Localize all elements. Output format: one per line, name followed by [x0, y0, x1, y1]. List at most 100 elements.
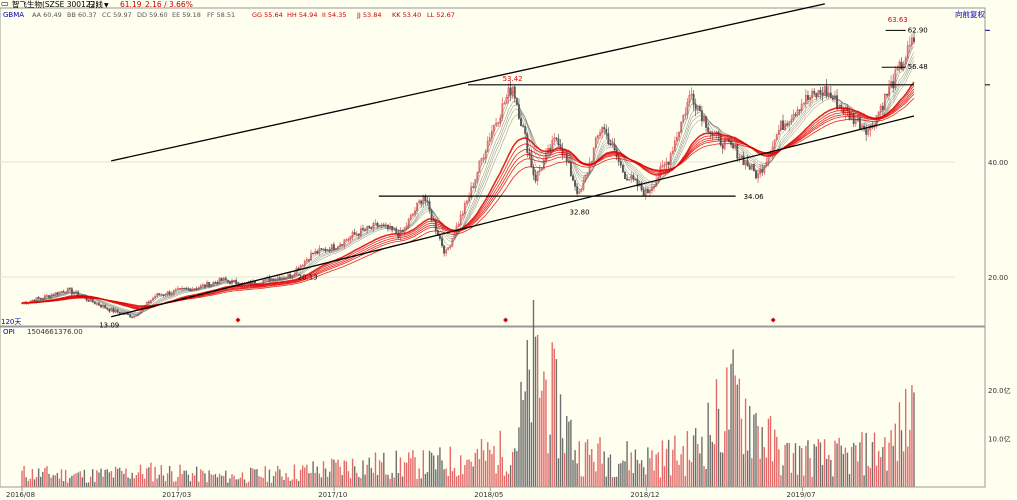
candle-body: [499, 117, 502, 124]
volume-bar: [387, 474, 389, 487]
candle-body: [867, 129, 870, 135]
volume-bar: [555, 359, 558, 487]
volume-bar: [794, 443, 797, 487]
volume-bar: [449, 446, 452, 487]
period-selector[interactable]: 日线: [88, 0, 103, 9]
volume-bar: [166, 473, 169, 487]
indicator-value: KK 53.40: [392, 11, 421, 19]
volume-bar: [798, 445, 801, 487]
candle-body: [865, 128, 868, 135]
period-caret-icon[interactable]: ▼: [104, 2, 109, 9]
volume-bar: [227, 482, 229, 487]
volume-bar: [403, 462, 406, 487]
indicator-name[interactable]: GBMA: [3, 11, 24, 19]
candle-body: [449, 245, 452, 248]
candle-body: [520, 118, 522, 126]
volume-bar: [532, 299, 535, 487]
volume-bar: [618, 463, 620, 487]
volume-bar: [58, 478, 61, 487]
volume-bar: [383, 452, 385, 487]
volume-bar: [329, 471, 331, 487]
volume-bar: [740, 418, 743, 487]
volume-bar: [233, 475, 235, 487]
volume-bar: [659, 477, 662, 487]
volume-bar: [420, 478, 422, 487]
volume-bar: [175, 481, 177, 487]
volume-bar: [842, 453, 845, 487]
volume-bar: [397, 473, 400, 487]
candle-body: [775, 134, 778, 140]
candle-body: [314, 250, 317, 255]
volume-bar: [287, 477, 289, 487]
price-annotation: 56.48: [908, 63, 928, 71]
volume-bar: [308, 473, 310, 487]
volume-bar: [405, 462, 408, 487]
volume-bar: [790, 472, 793, 487]
candle-body: [913, 37, 915, 42]
volume-bar: [902, 451, 905, 487]
candle-body: [877, 111, 880, 116]
candle-body: [368, 225, 371, 228]
volume-bar: [277, 465, 279, 487]
volume-bar: [584, 442, 587, 487]
candle-body: [684, 113, 687, 116]
volume-bar: [678, 464, 680, 487]
candle-body: [663, 164, 666, 166]
volume-bar: [557, 458, 560, 487]
volume-bar: [597, 443, 599, 487]
candle-body: [486, 140, 489, 152]
volume-bar: [566, 416, 568, 487]
candle-body: [904, 58, 907, 65]
candle-body: [478, 160, 481, 173]
candle-body: [669, 153, 672, 165]
volume-bar: [736, 384, 738, 487]
volume-bar: [316, 466, 318, 487]
candle-body: [503, 103, 506, 105]
price-change: 2.16 / 3.66%: [145, 0, 193, 9]
volume-bar: [245, 482, 248, 487]
volume-bar: [734, 375, 736, 487]
indicator-value: AA 60.49: [32, 11, 62, 19]
volume-bar: [703, 466, 705, 487]
volume-bar: [385, 474, 387, 487]
last-price: 61.19: [120, 0, 142, 9]
candle-body: [528, 152, 531, 156]
volume-bar: [830, 459, 832, 487]
candle-body: [351, 232, 354, 237]
volume-bar: [29, 478, 32, 487]
volume-bar: [125, 468, 127, 487]
volume-bar: [177, 476, 179, 487]
volume-bar: [880, 457, 882, 487]
volume-bar: [60, 469, 63, 487]
volume-bar: [416, 479, 418, 487]
volume-bar: [823, 439, 826, 487]
volume-bar: [888, 442, 890, 487]
volume-indicator-name[interactable]: OPI: [3, 328, 15, 336]
volume-bar: [432, 455, 435, 487]
volume-bar: [491, 454, 493, 487]
fuquan-button[interactable]: 向前复权: [955, 9, 985, 19]
volume-bar: [366, 464, 368, 487]
volume-bar: [48, 473, 50, 487]
volume-bar: [195, 466, 198, 487]
volume-bar: [75, 473, 77, 487]
price-annotation: 20.13: [298, 273, 318, 281]
candle-body: [572, 175, 574, 181]
volume-bar: [83, 469, 86, 487]
volume-bar: [900, 430, 903, 487]
volume-bar: [672, 449, 674, 487]
volume-bar: [441, 460, 443, 487]
volume-bar: [572, 459, 574, 487]
candle-body: [690, 93, 693, 96]
candle-body: [630, 175, 633, 180]
volume-bar: [212, 475, 214, 487]
signal-marker: [503, 317, 509, 323]
volume-bar: [815, 446, 817, 487]
volume-bar: [54, 475, 56, 487]
volume-bar: [293, 464, 296, 487]
menu-icon[interactable]: ▭: [1, 0, 9, 8]
volume-bar: [121, 470, 123, 487]
volume-bar: [152, 481, 154, 487]
volume-bar: [543, 371, 545, 487]
volume-bar: [204, 473, 206, 487]
